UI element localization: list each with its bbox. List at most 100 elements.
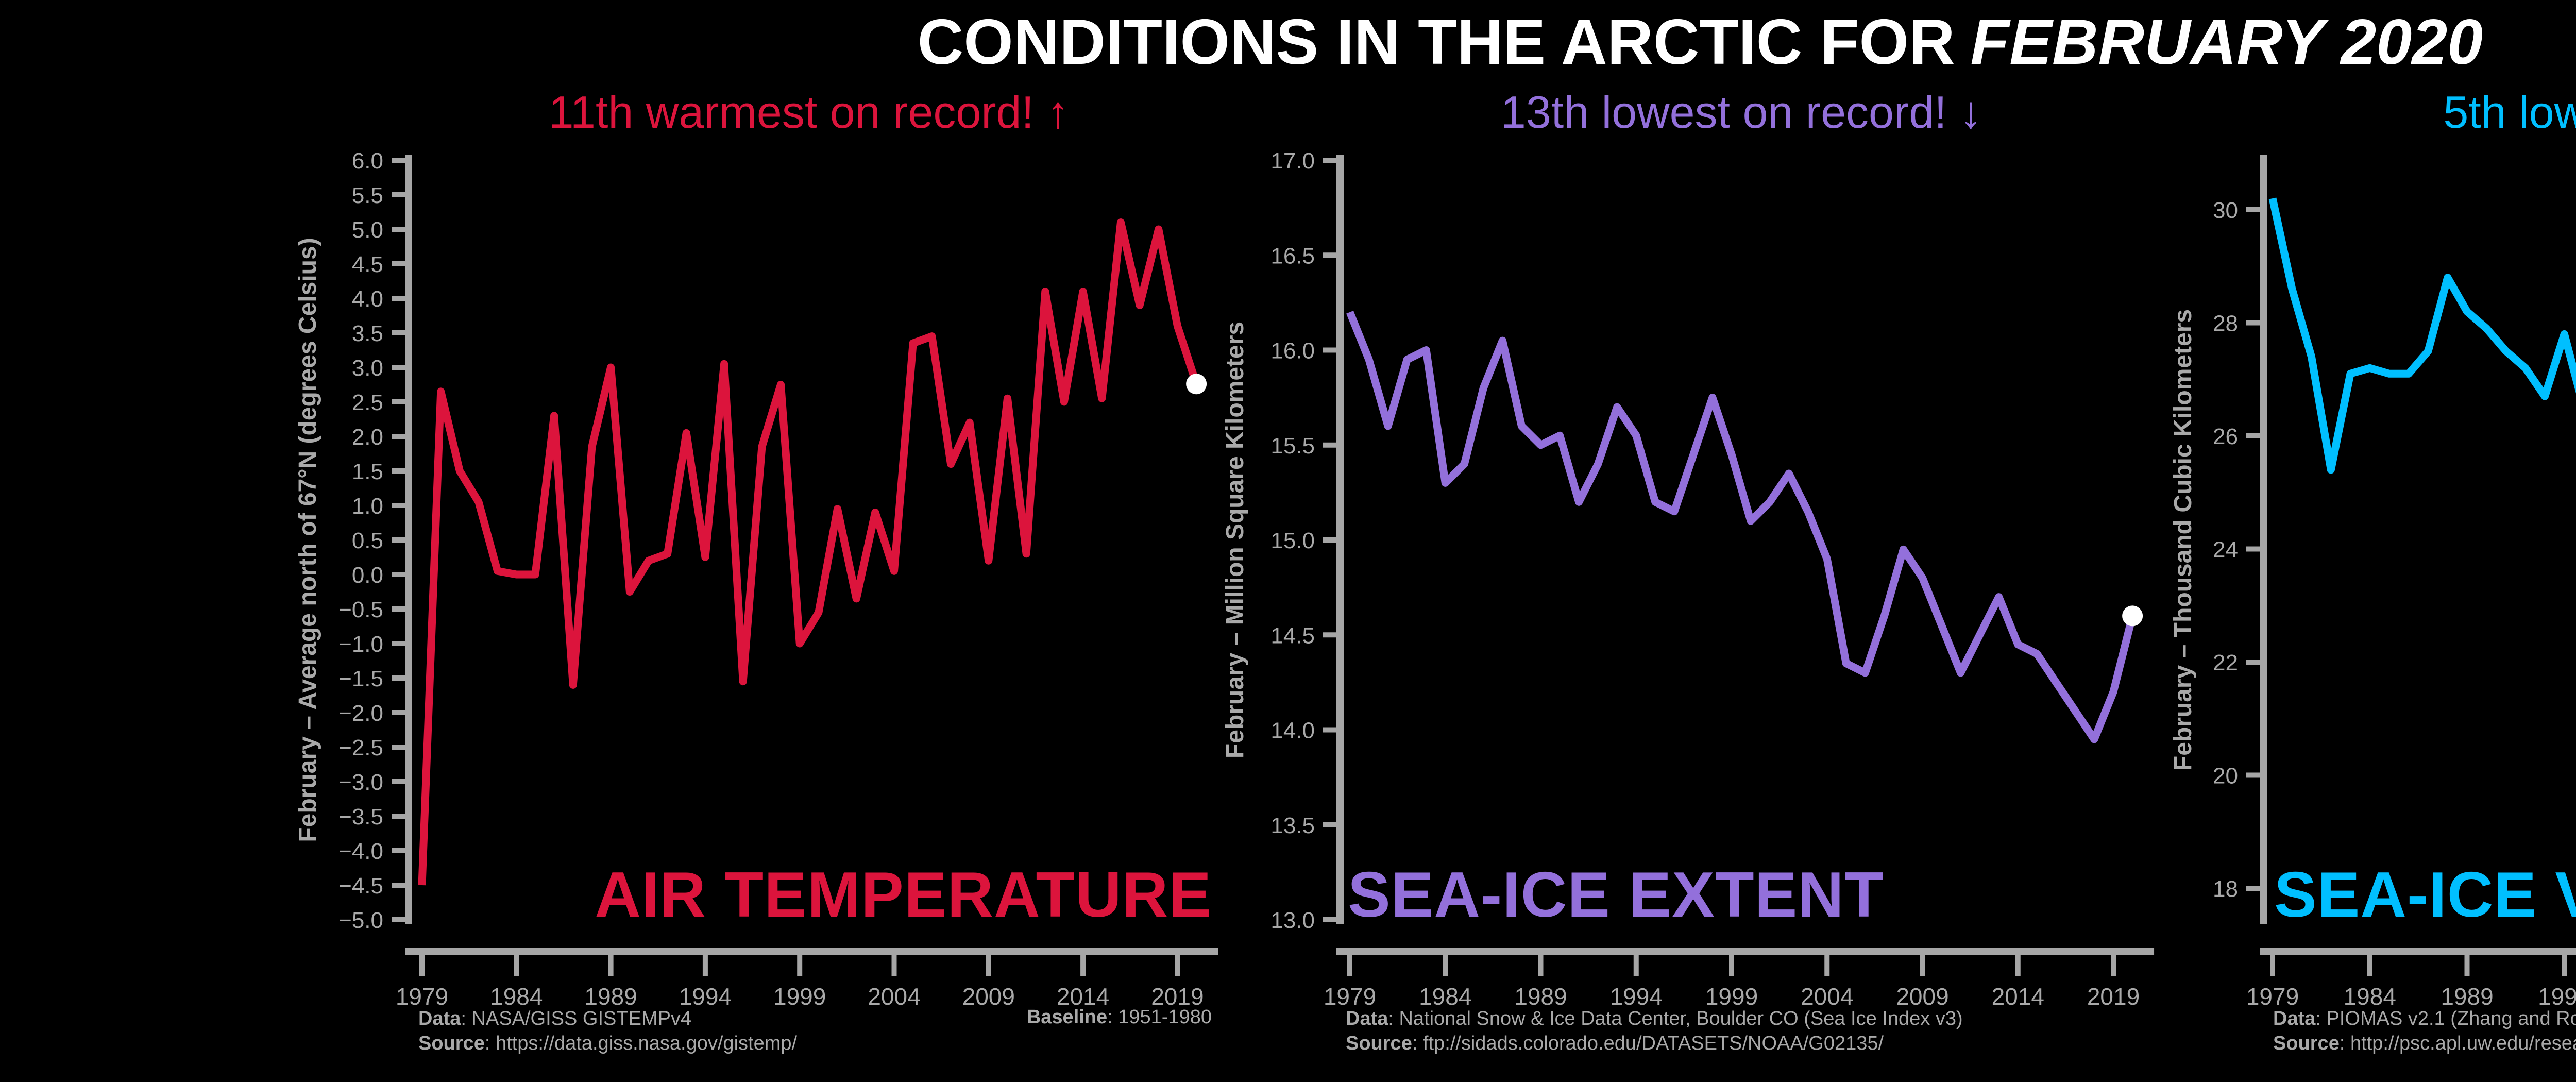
y-tick: [392, 434, 405, 439]
x-tick: [1920, 955, 1925, 976]
y-tick: [392, 261, 405, 266]
y-tick: [392, 883, 405, 888]
y-tick-label: −3.5: [338, 804, 383, 830]
y-tick: [2246, 320, 2260, 326]
sea-ice-volume-y-axis-label: February – Thousand Cubic Kilometers: [2170, 309, 2197, 771]
page-title: CONDITIONS IN THE ARCTIC FOR FEBRUARY 202…: [918, 7, 2483, 77]
x-tick-label: 1994: [679, 983, 732, 1010]
x-axis-spine: [405, 948, 1218, 955]
y-tick-label: 16.5: [1270, 243, 1315, 268]
y-tick: [392, 675, 405, 681]
x-tick-label: 1999: [1705, 983, 1758, 1010]
x-tick: [1175, 955, 1180, 976]
sea-ice-extent-chart: 17.0 16.5 16.0 15.5 15.0 14.5 14.0 13.5 13.0 1979…: [1270, 148, 2155, 1010]
x-tick: [1347, 955, 1352, 976]
y-tick: [2246, 433, 2260, 438]
y-tick: [1323, 917, 1336, 922]
sea-ice-volume-line: [2268, 197, 2576, 474]
y-tick-label: 30: [2213, 198, 2238, 223]
y-tick-label: 18: [2213, 876, 2238, 902]
y-tick: [392, 848, 405, 853]
x-tick: [2111, 955, 2116, 976]
page-title-italic: FEBRUARY 2020: [1970, 7, 2483, 78]
x-tick-label: 2009: [962, 983, 1015, 1010]
y-tick-label: −1.5: [338, 666, 383, 691]
y-tick: [392, 365, 405, 370]
y-tick: [2246, 207, 2260, 212]
y-tick-label: 0.5: [352, 528, 383, 553]
y-tick-label: 14.5: [1270, 623, 1315, 648]
y-tick: [392, 227, 405, 232]
y-tick-label: 5.5: [352, 183, 383, 208]
y-tick: [1323, 442, 1336, 448]
x-tick-label: 1999: [773, 983, 826, 1010]
sea-ice-volume-chart: 3028262422201819791984198919941999200420…: [2213, 155, 2576, 1010]
x-axis-spine: [1336, 948, 2155, 955]
y-tick-label: 3.0: [352, 356, 383, 381]
y-tick-label: −1.0: [338, 632, 383, 657]
x-tick: [1633, 955, 1639, 976]
x-tick: [2270, 955, 2275, 976]
x-tick-label: 1984: [1419, 983, 1471, 1010]
y-tick-label: −4.0: [338, 839, 383, 864]
y-tick-label: 13.5: [1270, 813, 1315, 838]
page-title-regular: CONDITIONS IN THE ARCTIC FOR: [917, 7, 1955, 78]
y-tick: [392, 745, 405, 750]
x-tick-label: 1984: [2344, 983, 2396, 1010]
x-tick-label: 1989: [1514, 983, 1567, 1010]
x-tick-label: 2019: [2087, 983, 2140, 1010]
y-tick-label: 0.0: [352, 563, 383, 588]
x-tick-label: 1994: [2538, 983, 2576, 1010]
y-tick-label: 28: [2213, 311, 2238, 336]
y-tick: [2246, 772, 2260, 778]
last-point-marker: [2122, 605, 2143, 627]
y-tick: [1323, 632, 1336, 638]
y-axis-spine: [2260, 155, 2267, 924]
x-tick-label: 1979: [2246, 983, 2299, 1010]
x-tick-label: 2014: [1057, 983, 1109, 1010]
y-tick-label: 1.5: [352, 459, 383, 484]
y-tick-label: −5.0: [338, 908, 383, 933]
footer-source-label: Source: [1346, 1033, 1412, 1054]
x-tick: [1538, 955, 1544, 976]
sea-ice-extent-y-axis-label: February – Million Square Kilometers: [1222, 321, 1249, 759]
air-temperature-footer: Data: NASA/GISS GISTEMPv4 Source: https:…: [418, 1006, 797, 1056]
y-tick: [1323, 727, 1336, 733]
y-tick-label: 17.0: [1270, 148, 1315, 174]
x-tick-label: 2014: [1992, 983, 2044, 1010]
x-tick-label: 1994: [1610, 983, 1663, 1010]
y-tick: [392, 503, 405, 508]
y-tick-label: −4.5: [338, 873, 383, 899]
air-temperature-y-axis-label: February – Average north of 67°N (degree…: [294, 238, 321, 842]
footer-source-label: Source: [2273, 1033, 2340, 1054]
y-tick: [392, 399, 405, 404]
y-tick: [392, 537, 405, 543]
footer-data-line: Data: NASA/GISS GISTEMPv4: [418, 1008, 692, 1029]
y-tick-label: 6.0: [352, 148, 383, 174]
air-temperature-chart: 6.0 5.5 5.0 4.5 4.0 3.5 3.0 2.5 2.0 1.5 1.0 0.5 0.0 −…: [338, 148, 1218, 1010]
footer-source-line: Source: https://data.giss.nasa.gov/giste…: [418, 1033, 798, 1054]
y-axis-spine: [1336, 155, 1344, 924]
x-tick-label: 1989: [2441, 983, 2493, 1010]
x-tick: [2015, 955, 2021, 976]
y-tick-label: 22: [2213, 650, 2238, 675]
air-temperature-subtitle: 11th warmest on record! ↑: [548, 87, 1070, 138]
y-tick-label: 3.5: [352, 321, 383, 346]
footer-data-line: Data: PIOMAS v2.1 (Zhang and Rothrock, 2…: [2273, 1008, 2576, 1029]
y-tick-label: 2.0: [352, 425, 383, 450]
x-tick: [608, 955, 614, 976]
x-tick: [419, 955, 425, 976]
last-point-marker: [1186, 374, 1207, 395]
y-axis-spine: [405, 155, 412, 924]
x-axis-spine: [2260, 948, 2576, 955]
sea-ice-extent-subtitle: 13th lowest on record! ↓: [1500, 87, 1982, 138]
footer-data-label: Data: [418, 1008, 461, 1029]
x-tick: [797, 955, 803, 976]
y-tick-label: 15.0: [1270, 528, 1315, 553]
y-tick-label: 15.5: [1270, 433, 1315, 459]
sea-ice-volume-subtitle: 5th lowest on record! ↓: [2443, 87, 2576, 138]
y-tick: [392, 296, 405, 301]
y-tick-label: 1.0: [352, 494, 383, 519]
